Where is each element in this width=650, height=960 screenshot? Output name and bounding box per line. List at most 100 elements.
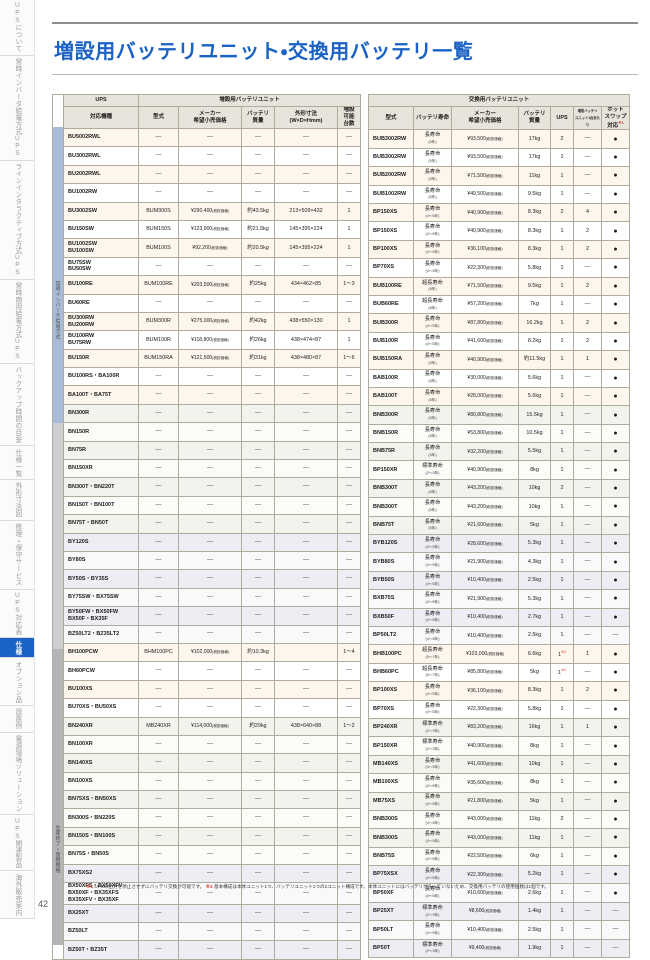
cell-replacement-weight: 6kg: [518, 846, 551, 867]
cell-hotswap: ●: [601, 386, 630, 407]
cell-replacement-weight: 10.5kg: [518, 423, 551, 444]
cell-usage-unit: 2: [573, 331, 602, 352]
cell-ups-model: BN300S・BN220S: [63, 808, 139, 828]
cell-expansion-dimensions: —: [274, 790, 338, 810]
cell-expansion-count: —: [337, 477, 361, 497]
rail-tab-12[interactable]: 電源環境ソリューション: [0, 732, 34, 816]
cell-expansion-type: —: [138, 587, 179, 608]
cell-replacement-weight: 8.3kg: [518, 681, 551, 701]
cell-replacement-weight: 10kg: [518, 497, 551, 517]
cell-usage-ups: 1: [550, 497, 574, 517]
rail-tab-11[interactable]: 設置例: [0, 705, 34, 733]
cell-usage-unit: 2: [573, 239, 602, 260]
table-row: BU60RE — — — — —: [63, 293, 361, 313]
rail-tab-3[interactable]: 常時商用給電方式UPS: [0, 279, 34, 364]
cell-replacement-weight: 8.3kg: [518, 203, 551, 223]
cell-battery-life: 長寿命 (4〜5年): [413, 883, 452, 903]
rail-tab-0[interactable]: UPSについて: [0, 0, 34, 56]
cell-expansion-price: ¥102,000(税抜価格): [178, 642, 242, 663]
cell-expansion-price: —: [178, 790, 242, 810]
rail-tab-1[interactable]: 常時インバータ給電方式UPS: [0, 55, 34, 161]
rail-tab-7[interactable]: 修理・保守サービス: [0, 520, 34, 590]
cell-ups-model: BY120S: [63, 532, 139, 552]
rail-tab-6[interactable]: 外形寸法図: [0, 480, 34, 521]
cell-hotswap: ●: [601, 865, 630, 885]
cell-usage-unit: —: [573, 552, 602, 572]
cell-hotswap: ●: [601, 791, 630, 811]
cell-hotswap: ●: [601, 644, 630, 664]
rail-tab-9[interactable]: 仕様: [0, 638, 34, 659]
table-row: BN300T・BN220T — — — — —: [63, 477, 361, 497]
rail-tab-13[interactable]: UPS関連製品: [0, 815, 34, 872]
cell-ups-model: BU1002RW: [63, 183, 139, 203]
battery-table-area: 常時インバータ給電方式 生産終了・後継機種 UPS 増設用バッテリユニット 対応機…: [52, 94, 638, 960]
table-row: BY120S — — — — —: [63, 532, 361, 552]
rail-tab-label: UPS関連製品: [13, 817, 21, 868]
rail-tab-8[interactable]: UPS対応表: [0, 589, 34, 639]
cell-expansion-type: —: [138, 734, 179, 755]
cell-expansion-dimensions: —: [274, 367, 338, 387]
cell-replacement-price: ¥43,200(税抜価格): [451, 478, 519, 499]
cell-expansion-count: 1〜4: [337, 642, 361, 663]
cell-usage-ups: 1: [550, 515, 574, 536]
cell-replacement-type: BP70XS: [368, 699, 414, 719]
cell-expansion-weight: —: [241, 661, 275, 681]
rail-tab-10[interactable]: オプション品: [0, 658, 34, 706]
cell-expansion-price: —: [178, 661, 242, 681]
cell-replacement-weight: 17kg: [518, 129, 551, 149]
cell-expansion-dimensions: —: [274, 606, 338, 626]
cell-replacement-weight: 4.3kg: [518, 552, 551, 572]
rail-tab-label: 修理・保守サービス: [13, 523, 21, 587]
cell-usage-unit: —: [573, 809, 602, 830]
cell-usage-unit: 2: [573, 681, 602, 701]
cell-hotswap: ●: [601, 515, 630, 536]
cell-expansion-weight: —: [241, 940, 275, 960]
cell-hotswap: ●: [601, 497, 630, 517]
cell-expansion-count: —: [337, 293, 361, 313]
table-row: BNB300T 長寿命 (5年) ¥43,200(税抜価格) 10kg 2— ●: [368, 478, 630, 499]
cell-hotswap: ●: [601, 147, 630, 168]
rail-tab-label: 設置例: [13, 708, 21, 730]
cell-replacement-price: ¥85,800(税抜価格): [451, 662, 519, 683]
cell-expansion-price: —: [178, 183, 242, 203]
table-row: BP70XS 長寿命 (4〜5年) ¥22,300(税抜価格) 5.8kg 1— ●: [368, 699, 630, 719]
cell-expansion-type: —: [138, 403, 179, 424]
cell-replacement-price: ¥21,600(税抜価格): [451, 515, 519, 536]
rail-tab-2[interactable]: ラインインタラクティブ方式UPS: [0, 160, 34, 280]
cell-expansion-type: —: [138, 422, 179, 442]
cell-replacement-type: BP50LT: [368, 920, 414, 940]
cell-replacement-type: BP100XS: [368, 239, 414, 260]
cell-hotswap: ●: [601, 681, 630, 701]
cell-replacement-price: ¥40,900(税抜価格): [451, 221, 519, 241]
spine-segment-0: [53, 127, 63, 197]
cell-ups-model: BU100XS: [63, 679, 139, 700]
expansion-table-wrap: UPS 増設用バッテリユニット 対応機種 型式 メーカー 希望小売価格 バッテリ質…: [63, 94, 361, 960]
cell-hotswap: ●: [601, 809, 630, 830]
table-row: BUB1002RW 長寿命 (5年) ¥49,500(税抜価格) 9.5kg 1— ●: [368, 184, 630, 205]
cell-usage-unit: 4: [573, 203, 602, 223]
cell-replacement-type: BUB1002RW: [368, 184, 414, 205]
table-row: BZ50LT2・BZ35LT2— — — — —: [63, 624, 361, 644]
rail-tab-label: 常時商用給電方式UPS: [13, 282, 21, 361]
rail-tab-label: バックアップ時間の目安: [13, 366, 21, 444]
cell-usage-ups: 1: [550, 166, 574, 186]
cell-expansion-count: —: [337, 845, 361, 865]
rail-tab-4[interactable]: バックアップ時間の目安: [0, 363, 34, 447]
cell-expansion-price: —: [178, 550, 242, 571]
cell-expansion-weight: —: [241, 459, 275, 479]
cell-expansion-dimensions: —: [274, 459, 338, 479]
spine-segment-1: 常時インバータ給電方式: [53, 196, 63, 423]
table-row: BNB300S 長寿命 (4〜5年) ¥43,000(税抜価格) 11kg 1— ●: [368, 828, 630, 848]
table-row: BP70XS 長寿命 (4〜5年) ¥22,300(税抜価格) 5.8kg 1— ●: [368, 258, 630, 278]
table-row: BX75XS2— — — — —: [63, 863, 361, 884]
table-row: BP25XT 標準寿命 (2〜3年) ¥8,600(税抜価格) 1.4kg 1— —: [368, 901, 630, 922]
rail-tab-5[interactable]: 仕様一覧: [0, 446, 34, 481]
table-row: BU100RE BUM100RE ¥203,500(税抜価格) 約25kg 434×46…: [63, 275, 361, 295]
cell-ups-model: BZ50LT: [63, 922, 139, 942]
cell-usage-unit: 1: [573, 717, 602, 738]
rail-tab-14[interactable]: 海外販売案内: [0, 871, 34, 919]
cell-expansion-type: —: [138, 679, 179, 700]
cell-expansion-dimensions: —: [274, 495, 338, 516]
table-row: BN150XR — — — — —: [63, 459, 361, 479]
cell-replacement-weight: 17kg: [518, 147, 551, 168]
